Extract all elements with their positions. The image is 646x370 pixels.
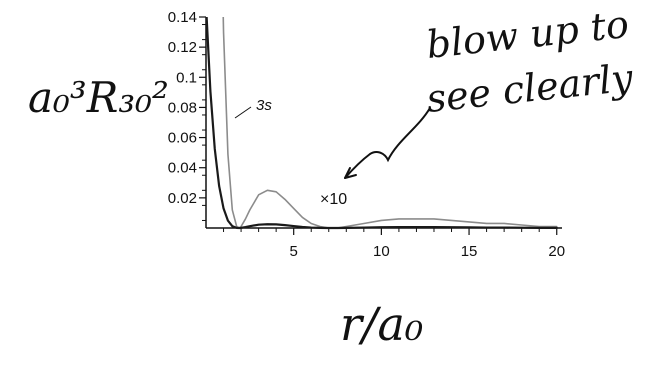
y-tick-label: 0.12: [168, 39, 197, 56]
curve-label-3s: 3s: [256, 97, 272, 114]
y-tick-label: 0.08: [168, 99, 197, 116]
x-tick-label: 15: [461, 243, 478, 260]
x-tick-label: 20: [548, 243, 565, 260]
curve-3s-x10: [222, 17, 558, 229]
annotation-line-2: see clearly: [424, 56, 635, 121]
annotation-arrow: [344, 107, 431, 179]
tick-labels: 0.02 0.04 0.06 0.08 0.1 0.12 0.14 5 10 15 20: [168, 9, 565, 260]
curve-3s: [206, 17, 558, 230]
curves: [206, 17, 558, 230]
y-tick-label: 0.14: [168, 9, 197, 26]
x-axis-label: r/a₀: [340, 297, 423, 351]
ticks: [199, 16, 558, 235]
curve-label-x10: ×10: [320, 191, 347, 208]
y-tick-label: 0.04: [168, 160, 197, 177]
x-tick-label: 5: [290, 243, 298, 260]
x-tick-label: 10: [373, 243, 390, 260]
annotation-line-1: blow up to: [424, 2, 630, 67]
annotation-arrowhead: [344, 167, 357, 179]
y-tick-label: 0.06: [168, 130, 197, 147]
y-tick-label: 0.1: [176, 69, 197, 86]
y-tick-label: 0.02: [168, 190, 197, 207]
y-axis-label: a₀³R₃₀²: [28, 73, 169, 122]
label-3s-leader: [234, 106, 252, 119]
